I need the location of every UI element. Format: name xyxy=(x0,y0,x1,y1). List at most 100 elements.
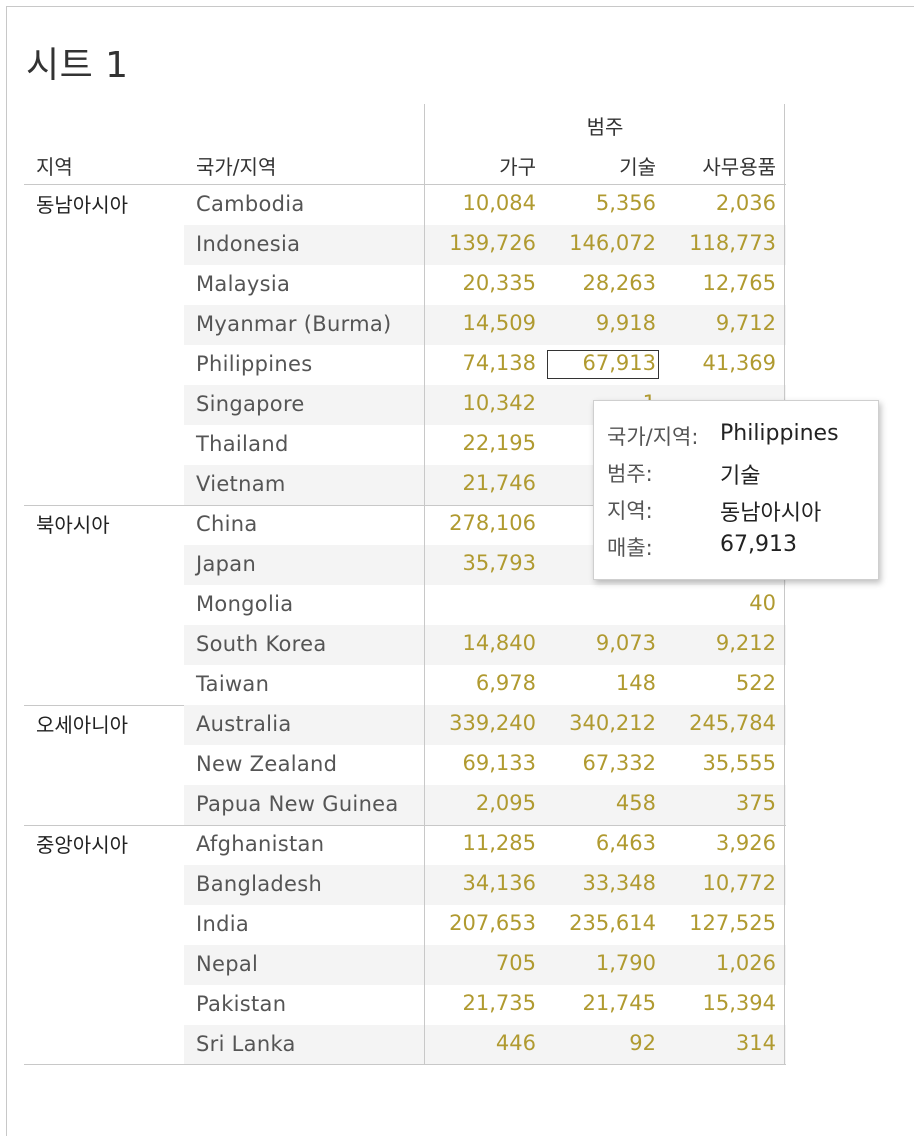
value-cell[interactable]: 446 xyxy=(495,1031,536,1055)
value-cell[interactable]: 245,784 xyxy=(689,711,776,735)
country-label[interactable]: Pakistan xyxy=(196,992,287,1016)
value-cell[interactable]: 458 xyxy=(615,791,656,815)
value-cell[interactable]: 35,793 xyxy=(462,551,536,575)
value-cell[interactable]: 1,026 xyxy=(715,951,776,975)
value-cell[interactable]: 69,133 xyxy=(462,751,536,775)
value-cell[interactable]: 6,978 xyxy=(475,671,536,695)
country-label[interactable]: Vietnam xyxy=(196,472,286,496)
value-cell[interactable]: 9,212 xyxy=(715,631,776,655)
tooltip-value-sales: 67,913 xyxy=(720,532,797,557)
value-cell[interactable]: 3,926 xyxy=(715,831,776,855)
value-cell[interactable]: 22,195 xyxy=(462,431,536,455)
value-cell[interactable]: 5,356 xyxy=(595,191,656,215)
value-cell[interactable]: 28,263 xyxy=(582,271,656,295)
column-header-office-supplies[interactable]: 사무용품 xyxy=(702,155,776,179)
country-label[interactable]: Papua New Guinea xyxy=(196,792,399,816)
value-cell[interactable]: 9,712 xyxy=(715,311,776,335)
country-label[interactable]: Taiwan xyxy=(196,672,270,696)
value-cell[interactable]: 40 xyxy=(749,591,776,615)
country-label[interactable]: Philippines xyxy=(196,352,313,376)
country-label[interactable]: Afghanistan xyxy=(196,832,325,856)
column-header-country[interactable]: 국가/지역 xyxy=(196,155,277,179)
country-label[interactable]: Cambodia xyxy=(196,192,305,216)
value-cell[interactable]: 127,525 xyxy=(689,911,776,935)
value-cell[interactable]: 6,463 xyxy=(595,831,656,855)
region-label[interactable]: 중앙아시아 xyxy=(36,833,128,857)
value-cell[interactable]: 9,918 xyxy=(595,311,656,335)
value-cell[interactable]: 10,772 xyxy=(702,871,776,895)
country-label[interactable]: Singapore xyxy=(196,392,305,416)
value-cell[interactable]: 67,332 xyxy=(582,751,656,775)
country-label[interactable]: Nepal xyxy=(196,952,259,976)
value-cell[interactable]: 67,913 xyxy=(582,351,656,375)
country-label[interactable]: Bangladesh xyxy=(196,872,323,896)
value-cell[interactable]: 10,342 xyxy=(462,391,536,415)
column-header-category-group[interactable]: 범주 xyxy=(586,115,624,139)
value-cell[interactable]: 314 xyxy=(735,1031,776,1055)
value-cell[interactable]: 15,394 xyxy=(702,991,776,1015)
value-cell[interactable]: 139,726 xyxy=(449,231,536,255)
value-cell[interactable]: 2,095 xyxy=(475,791,536,815)
value-cell[interactable]: 41,369 xyxy=(702,351,776,375)
value-cell[interactable]: 10,084 xyxy=(462,191,536,215)
value-cell[interactable]: 375 xyxy=(735,791,776,815)
value-cell[interactable]: 339,240 xyxy=(449,711,536,735)
selected-cell-highlight xyxy=(547,350,659,379)
value-cell[interactable]: 12,765 xyxy=(702,271,776,295)
value-cell[interactable]: 34,136 xyxy=(462,871,536,895)
column-header-region[interactable]: 지역 xyxy=(36,155,73,179)
country-label[interactable]: Thailand xyxy=(196,432,289,456)
header-divider xyxy=(24,184,786,185)
country-label[interactable]: Malaysia xyxy=(196,272,291,296)
value-cell[interactable]: 21,735 xyxy=(462,991,536,1015)
country-label[interactable]: Myanmar (Burma) xyxy=(196,312,392,336)
country-label[interactable]: New Zealand xyxy=(196,752,338,776)
worksheet-frame xyxy=(6,6,914,1136)
value-cell[interactable]: 148 xyxy=(615,671,656,695)
column-header-furniture[interactable]: 가구 xyxy=(499,155,536,179)
value-cell[interactable]: 14,840 xyxy=(462,631,536,655)
country-label[interactable]: Sri Lanka xyxy=(196,1032,296,1056)
value-cell[interactable]: 20,335 xyxy=(462,271,536,295)
value-cell[interactable]: 1,790 xyxy=(595,951,656,975)
country-label[interactable]: India xyxy=(196,912,250,936)
value-cell[interactable]: 146,072 xyxy=(569,231,656,255)
country-label[interactable]: Australia xyxy=(196,712,292,736)
value-cell[interactable]: 21,745 xyxy=(582,991,656,1015)
country-label[interactable]: Japan xyxy=(196,552,257,576)
value-cell[interactable]: 340,212 xyxy=(569,711,656,735)
value-cell[interactable]: 2,036 xyxy=(715,191,776,215)
value-cell[interactable]: 207,653 xyxy=(449,911,536,935)
table-row xyxy=(184,225,786,265)
value-cell[interactable]: 14,509 xyxy=(462,311,536,335)
column-header-technology[interactable]: 기술 xyxy=(619,155,656,179)
value-cell[interactable]: 33,348 xyxy=(582,871,656,895)
value-cell[interactable]: 705 xyxy=(495,951,536,975)
tooltip-label-sales: 매출: xyxy=(607,536,653,560)
value-cell[interactable]: 522 xyxy=(735,671,776,695)
value-cell[interactable]: 118,773 xyxy=(689,231,776,255)
region-label[interactable]: 북아시아 xyxy=(36,513,110,537)
table-row xyxy=(184,705,786,745)
value-cell[interactable]: 92 xyxy=(629,1031,656,1055)
value-cell[interactable]: 11,285 xyxy=(462,831,536,855)
sheet-title: 시트 1 xyxy=(26,45,129,86)
value-cell[interactable]: 35,555 xyxy=(702,751,776,775)
country-label[interactable]: South Korea xyxy=(196,632,327,656)
region-label[interactable]: 오세아니아 xyxy=(36,713,128,737)
table-bottom-rule xyxy=(24,1064,786,1065)
value-cell[interactable]: 74,138 xyxy=(462,351,536,375)
value-cell[interactable]: 235,614 xyxy=(569,911,656,935)
region-label[interactable]: 동남아시아 xyxy=(36,193,128,217)
value-cell[interactable]: 21,746 xyxy=(462,471,536,495)
table-row xyxy=(184,1025,786,1065)
group-divider xyxy=(24,505,786,506)
tooltip-value-category: 기술 xyxy=(720,464,761,489)
tooltip-label-category: 범주: xyxy=(607,462,653,486)
value-cell[interactable]: 9,073 xyxy=(595,631,656,655)
tooltip: 국가/지역: Philippines 범주: 기술 지역: 동남아시아 매출: … xyxy=(593,400,879,580)
country-label[interactable]: Mongolia xyxy=(196,592,294,616)
country-label[interactable]: China xyxy=(196,512,258,536)
value-cell[interactable]: 278,106 xyxy=(449,511,536,535)
country-label[interactable]: Indonesia xyxy=(196,232,301,256)
